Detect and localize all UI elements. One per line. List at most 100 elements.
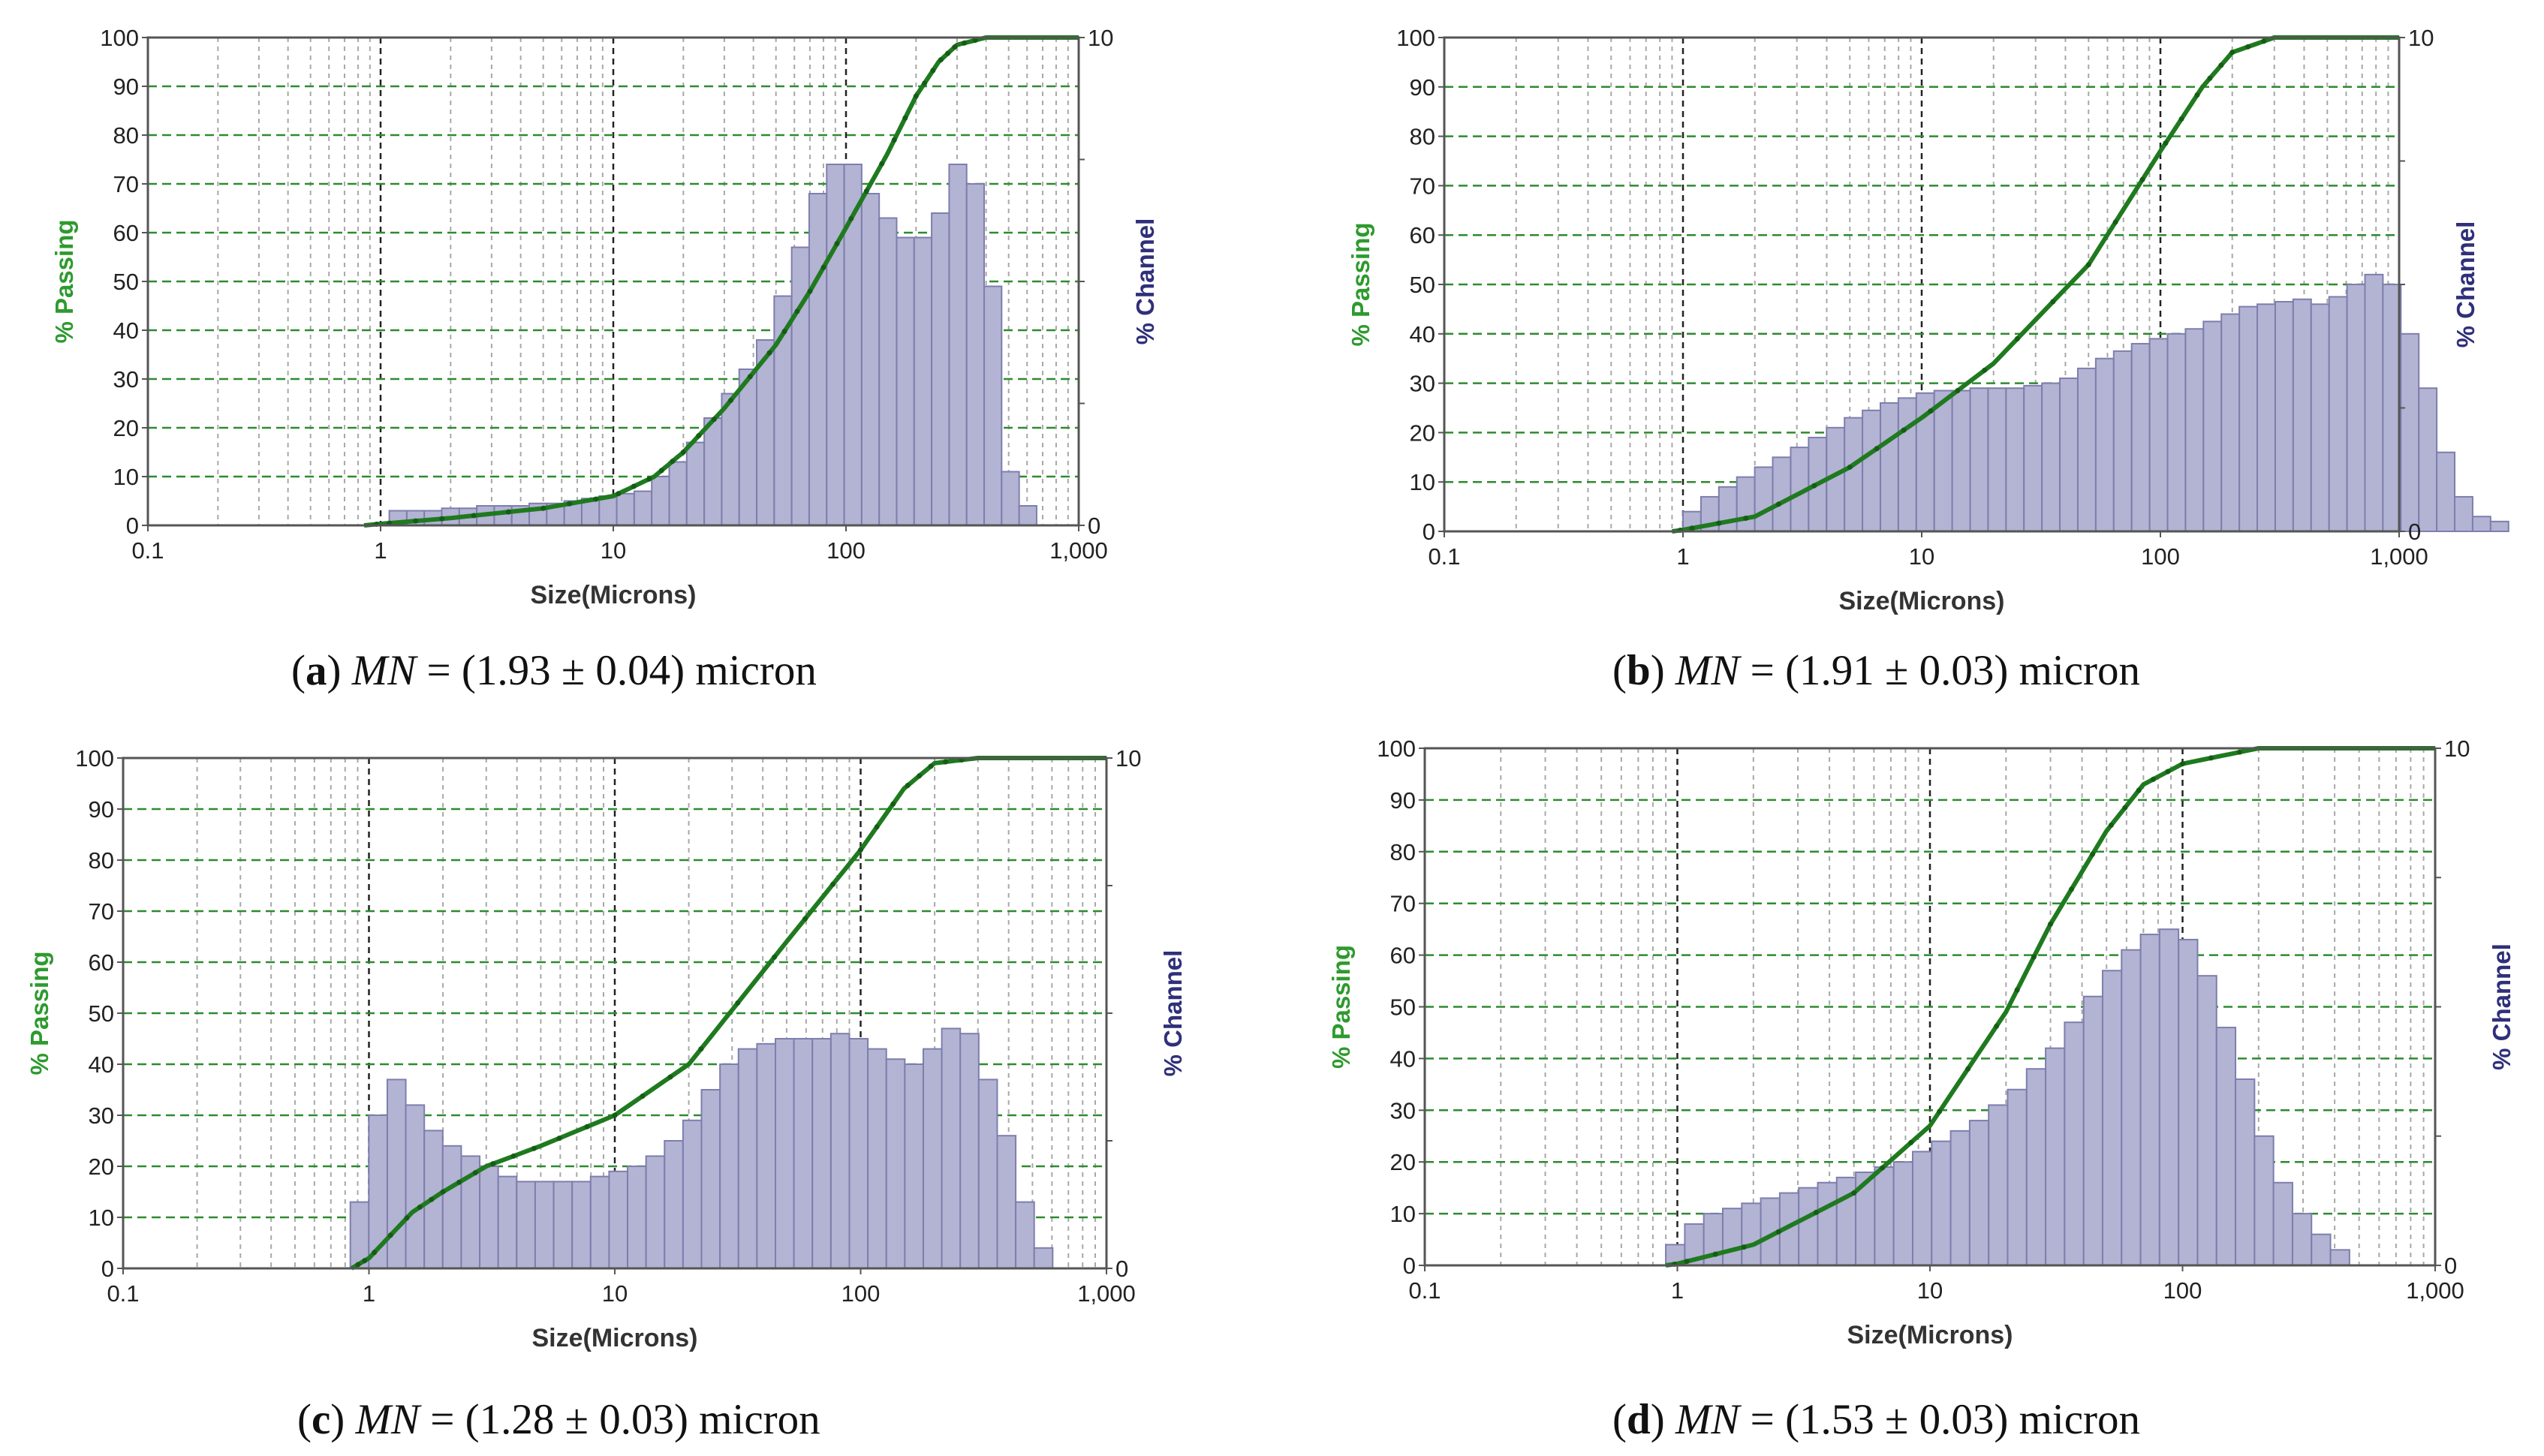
passing-marker (1684, 1259, 1690, 1265)
passing-marker (2207, 75, 2213, 81)
channel-bar (2005, 387, 2025, 532)
passing-marker (698, 1046, 704, 1052)
channel-bar (1844, 417, 1864, 532)
caption-variable: MN (355, 1396, 422, 1443)
x-axis-title: Size(Microns) (530, 581, 696, 609)
passing-marker (362, 1258, 368, 1264)
channel-bar (965, 183, 986, 526)
passing-marker (2090, 851, 2096, 857)
channel-bar (493, 505, 513, 526)
x-tick-label: 1,000 (2406, 1277, 2464, 1304)
x-tick-label: 0.1 (1408, 1277, 1441, 1304)
chart-panel-c: 0 10 20 30 40 50 60 70 80 90 100 0 10 0.1 1 10 100 1,000 S… (26, 745, 1187, 1443)
passing-marker (1775, 501, 1781, 507)
channel-bar (878, 217, 898, 526)
passing-marker (2050, 299, 2056, 305)
channel-bar (2346, 284, 2366, 532)
passing-marker (928, 763, 934, 769)
channel-bar (700, 1089, 721, 1269)
passing-marker (2112, 219, 2118, 225)
channel-bar (1798, 1187, 1819, 1267)
passing-marker (670, 459, 676, 465)
passing-marker (640, 1094, 646, 1099)
right-tick-label: 0 (1088, 513, 1100, 539)
passing-marker (1994, 1023, 2000, 1029)
caption-letter: a (306, 647, 327, 694)
x-tick-label: 100 (2163, 1277, 2202, 1304)
passing-marker (1813, 1209, 1819, 1215)
channel-bar (1741, 1202, 1762, 1266)
y-tick-label: 90 (1390, 787, 1416, 814)
channel-bar (2311, 1233, 2332, 1267)
right-tick-label: 0 (2444, 1253, 2457, 1279)
passing-marker (2245, 44, 2251, 50)
passing-marker (2014, 335, 2020, 341)
right-tick-label: 10 (1115, 745, 1141, 772)
bar-series (1682, 273, 2509, 533)
passing-marker (820, 264, 826, 270)
channel-bar (497, 1175, 518, 1269)
passing-marker (922, 80, 928, 86)
passing-marker (2069, 886, 2075, 892)
passing-marker (505, 509, 511, 515)
passing-marker (794, 308, 800, 314)
passing-marker (858, 847, 863, 853)
y-tick-label: 90 (89, 796, 114, 823)
passing-marker (372, 1250, 378, 1256)
y-tick-label: 10 (1390, 1201, 1416, 1227)
passing-marker (593, 496, 599, 502)
x-tick-label: 0.1 (107, 1280, 139, 1307)
passing-marker (658, 468, 664, 474)
channel-bar (589, 1175, 610, 1269)
y-tick-label: 60 (1390, 943, 1416, 969)
channel-bar (627, 1166, 647, 1269)
passing-marker (2165, 769, 2171, 775)
right-axis-title: % Channel (2452, 221, 2479, 348)
y-tick-label: 60 (1410, 222, 1435, 248)
passing-marker (387, 1232, 393, 1238)
channel-bar (405, 1104, 426, 1270)
x-tick-label: 1,000 (1049, 537, 1108, 564)
x-tick-label: 0.1 (131, 537, 164, 564)
panel-caption: (a) MN = (1.93 ± 0.04) micron (291, 647, 817, 694)
left-axis-title: % Passing (50, 219, 78, 343)
channel-bar (479, 1166, 499, 1269)
channel-bar (2436, 451, 2456, 532)
channel-bar (941, 1027, 962, 1270)
channel-bar (2130, 342, 2151, 532)
channel-bar (1721, 1208, 1743, 1266)
channel-bar (1018, 505, 1037, 526)
passing-marker (696, 433, 702, 439)
channel-bar (2184, 328, 2205, 532)
channel-bar (738, 369, 758, 526)
passing-marker (540, 505, 546, 511)
channel-bar (516, 1181, 536, 1270)
y-tick-label: 20 (89, 1154, 114, 1180)
channel-bar (571, 1181, 592, 1270)
y-tick-label: 0 (1403, 1253, 1416, 1279)
right-tick-label: 0 (2408, 519, 2421, 545)
y-tick-label: 40 (113, 317, 139, 344)
y-tick-label: 50 (1390, 994, 1416, 1021)
right-axis-title: % Channel (1159, 950, 1187, 1077)
channel-bar (645, 1155, 666, 1270)
passing-marker (891, 137, 897, 143)
passing-marker (2014, 987, 2020, 993)
channel-bar (948, 164, 968, 526)
passing-marker (612, 1112, 618, 1118)
y-tick-label: 80 (89, 847, 114, 874)
channel-bar (896, 236, 915, 526)
y-tick-label: 30 (1410, 371, 1435, 397)
y-tick-label: 80 (1390, 839, 1416, 865)
passing-marker (646, 476, 652, 482)
chart-panel-b: 0 10 20 30 40 50 60 70 80 90 100 0 10 0.1 1 10 100 1,000 S… (1347, 25, 2509, 694)
channel-bar (1968, 1120, 1990, 1266)
channel-bar (2148, 338, 2169, 532)
channel-bar (2291, 1213, 2313, 1266)
passing-marker (905, 783, 911, 789)
passing-marker (830, 881, 836, 887)
channel-bar (2400, 332, 2420, 532)
y-tick-label: 0 (101, 1256, 114, 1282)
x-axis-title: Size(Microns) (1847, 1321, 2013, 1349)
channel-bar (2094, 357, 2115, 533)
